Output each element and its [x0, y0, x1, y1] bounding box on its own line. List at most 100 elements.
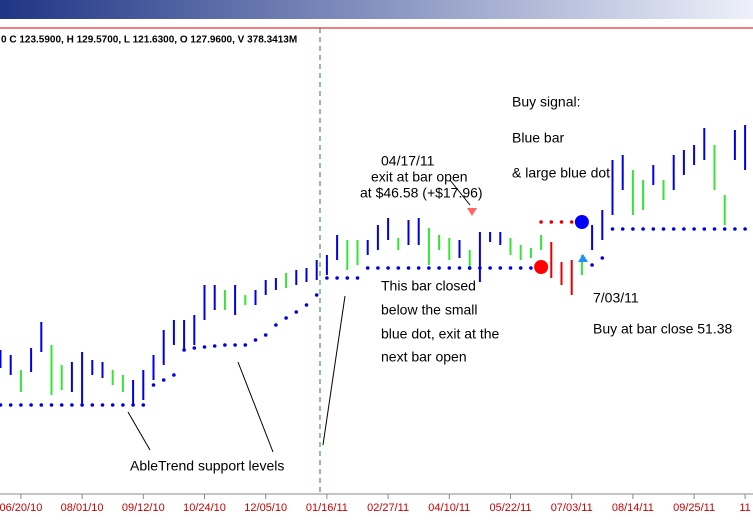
support-dot [19, 403, 23, 407]
annotation: Blue bar [512, 130, 564, 146]
support-dot [233, 343, 237, 347]
support-dot [631, 227, 635, 231]
annotation: at $46.58 (+$17.96) [360, 185, 483, 201]
annotation: & large blue dot [512, 165, 610, 181]
support-dot [671, 227, 676, 231]
price-info: 0 C 123.5900, H 129.5700, L 121.6300, O … [1, 35, 297, 46]
buy-signal [574, 215, 589, 229]
support-dot [182, 348, 186, 352]
x-tick-label: 08/01/10 [61, 502, 104, 514]
support-dot [325, 276, 329, 280]
stop-dot [559, 220, 564, 224]
support-dot [641, 227, 645, 231]
support-dot [314, 293, 319, 297]
support-dot [743, 227, 747, 231]
support-dot [284, 316, 288, 320]
annotation: blue dot, exit at the [381, 326, 500, 342]
support-dot [437, 266, 441, 270]
support-dot [355, 276, 360, 280]
support-dot [141, 403, 146, 407]
x-tick-label: 05/22/11 [489, 502, 531, 514]
stop-dot [569, 220, 574, 224]
support-dot [263, 333, 268, 337]
support-dot [498, 266, 503, 270]
support-dot [0, 403, 3, 407]
support-dot [376, 266, 380, 270]
support-dot [610, 227, 615, 231]
x-tick-label: 06/20/10 [0, 502, 42, 514]
support-dot [406, 266, 411, 270]
support-dot [396, 266, 401, 270]
support-dot [100, 403, 105, 407]
support-dot [90, 403, 95, 407]
support-dot [59, 403, 64, 407]
support-dot [682, 227, 686, 231]
support-dot [70, 403, 74, 407]
annotation: AbleTrend support levels [130, 458, 284, 474]
support-dot [294, 310, 299, 314]
support-dot [121, 403, 125, 407]
support-dot [529, 266, 533, 270]
support-dot [304, 303, 309, 307]
support-dot [447, 266, 452, 270]
annotation: 7/03/11 [593, 290, 639, 306]
support-dot [620, 227, 625, 231]
annotation: below the small [381, 302, 478, 318]
support-dot [202, 345, 207, 349]
support-dot [39, 403, 44, 407]
support-dot [733, 227, 737, 231]
support-dot [702, 227, 707, 231]
support-dot [80, 403, 84, 407]
support-dot [651, 227, 656, 231]
buy-arrow [578, 254, 588, 262]
support-dot [243, 343, 248, 347]
pointer [127, 411, 151, 451]
support-dot [590, 263, 594, 267]
support-dot [29, 403, 33, 407]
annotation: Buy at bar close 51.38 [593, 321, 733, 337]
annotation: next bar open [381, 349, 467, 365]
x-tick-label: 07/03/11 [551, 502, 593, 514]
support-dot [365, 266, 370, 270]
x-tick-label: 04/10/11 [428, 502, 470, 514]
annotation: 04/17/11 [381, 153, 435, 169]
support-dot [661, 227, 666, 231]
support-dot [518, 266, 523, 270]
annotation: This bar closed [381, 278, 476, 294]
support-dot [110, 403, 115, 407]
stop-dot [549, 220, 554, 224]
exit-signal [534, 260, 549, 274]
support-dot [161, 378, 166, 382]
x-tick-label: 01/16/11 [306, 502, 348, 514]
support-dot [192, 346, 197, 350]
support-dot [151, 383, 156, 387]
x-tick-label: 02/27/11 [367, 502, 409, 514]
annotation: Buy signal: [512, 94, 580, 110]
support-dot [274, 323, 278, 327]
support-dot [253, 338, 258, 342]
annotation: exit at bar open [371, 169, 468, 185]
support-dot [457, 266, 462, 270]
support-dot [488, 266, 492, 270]
support-dot [722, 227, 727, 231]
support-dot [467, 266, 472, 270]
x-tick-label: 08/14/11 [612, 502, 654, 514]
support-dot [335, 276, 339, 280]
support-dot [508, 266, 513, 270]
x-tick-label: 11 [739, 502, 750, 514]
support-dot [345, 276, 350, 280]
support-dot [600, 256, 605, 260]
support-dot [712, 227, 717, 231]
support-dot [386, 266, 390, 270]
support-dot [427, 266, 431, 270]
stop-dot [539, 220, 543, 224]
support-dot [49, 403, 54, 407]
plot-area: 06/20/10 08/01/10 09/12/10 10/24/10 12/05/10… [0, 125, 751, 514]
support-dot [131, 403, 135, 407]
support-dot [223, 343, 227, 347]
support-dot [416, 266, 421, 270]
x-tick-label: 09/12/10 [122, 502, 165, 514]
support-dot [172, 373, 176, 377]
pointer [449, 179, 471, 206]
x-tick-label: 12/05/10 [244, 502, 287, 514]
